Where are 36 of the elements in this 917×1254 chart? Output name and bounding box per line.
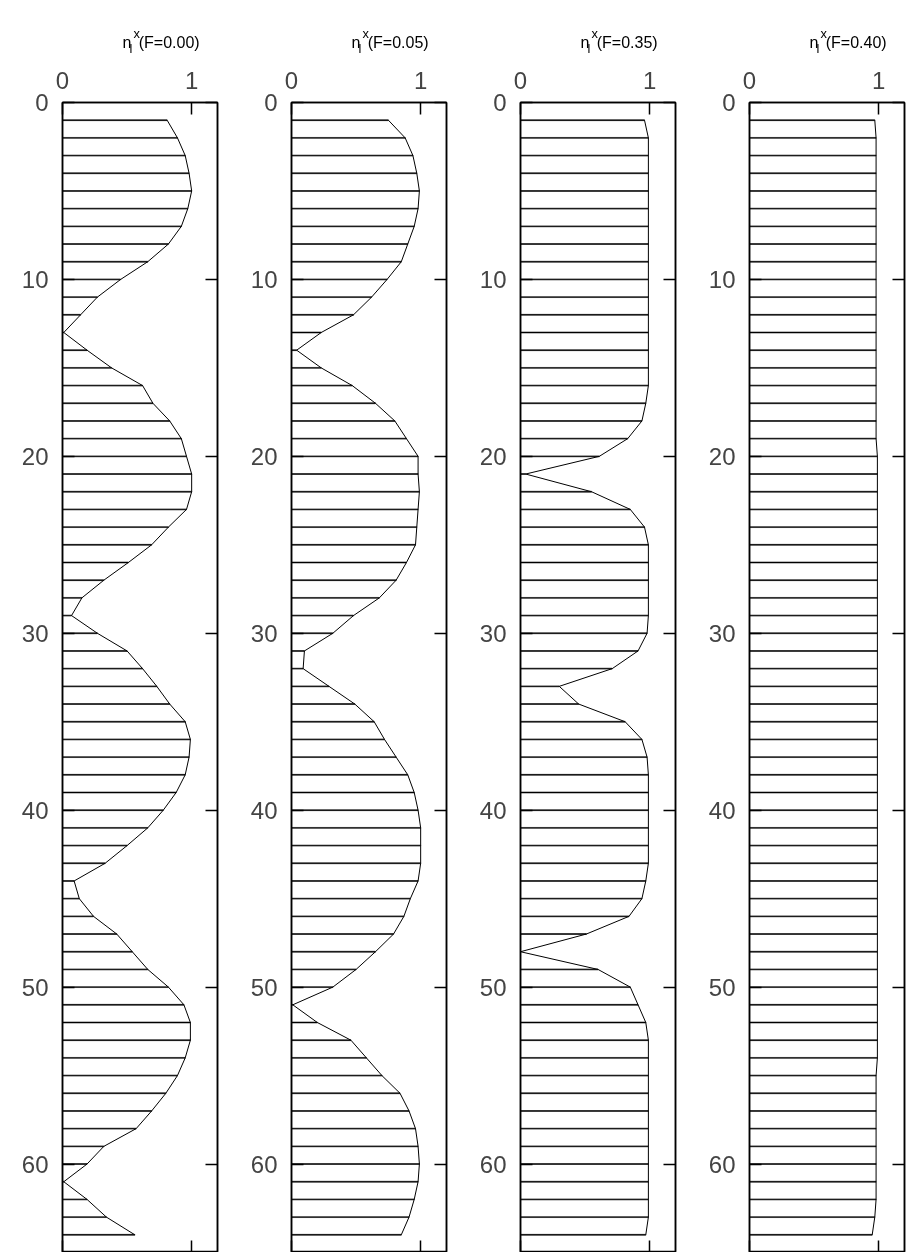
- y-tick-label: 40: [250, 796, 278, 824]
- y-tick-label: 60: [21, 1150, 49, 1178]
- y-tick-label: 30: [479, 619, 507, 647]
- y-tick-label: 10: [21, 265, 49, 293]
- y-tick-label: 10: [708, 265, 736, 293]
- y-tick-label: 0: [722, 89, 736, 116]
- y-tick-label: 20: [21, 442, 49, 470]
- x-tick-label: 1: [642, 66, 657, 94]
- x-tick-label: 0: [284, 66, 299, 94]
- y-tick-label: 50: [21, 973, 49, 1001]
- y-tick-label: 40: [21, 796, 49, 824]
- x-tick-label: 1: [413, 66, 428, 94]
- y-tick-label: 20: [479, 442, 507, 470]
- y-tick-label: 20: [250, 442, 278, 470]
- x-tick-label: 0: [55, 66, 70, 94]
- y-tick-label: 60: [708, 1150, 736, 1178]
- y-tick-label: 50: [708, 973, 736, 1001]
- x-tick-label: 0: [742, 66, 757, 94]
- x-tick-label: 1: [871, 66, 886, 94]
- y-tick-label: 60: [479, 1150, 507, 1178]
- y-tick-label: 50: [479, 973, 507, 1001]
- y-tick-label: 10: [250, 265, 278, 293]
- y-tick-label: 30: [21, 619, 49, 647]
- y-tick-label: 40: [479, 796, 507, 824]
- y-tick-label: 20: [708, 442, 736, 470]
- y-tick-label: 0: [493, 89, 507, 116]
- x-tick-label: 0: [513, 66, 528, 94]
- y-tick-label: 10: [479, 265, 507, 293]
- y-tick-label: 0: [35, 89, 49, 116]
- y-tick-label: 60: [250, 1150, 278, 1178]
- x-tick-label: 1: [184, 66, 199, 94]
- y-tick-label: 30: [250, 619, 278, 647]
- y-tick-label: 40: [708, 796, 736, 824]
- y-tick-label: 0: [264, 89, 278, 116]
- y-tick-label: 50: [250, 973, 278, 1001]
- y-tick-label: 30: [708, 619, 736, 647]
